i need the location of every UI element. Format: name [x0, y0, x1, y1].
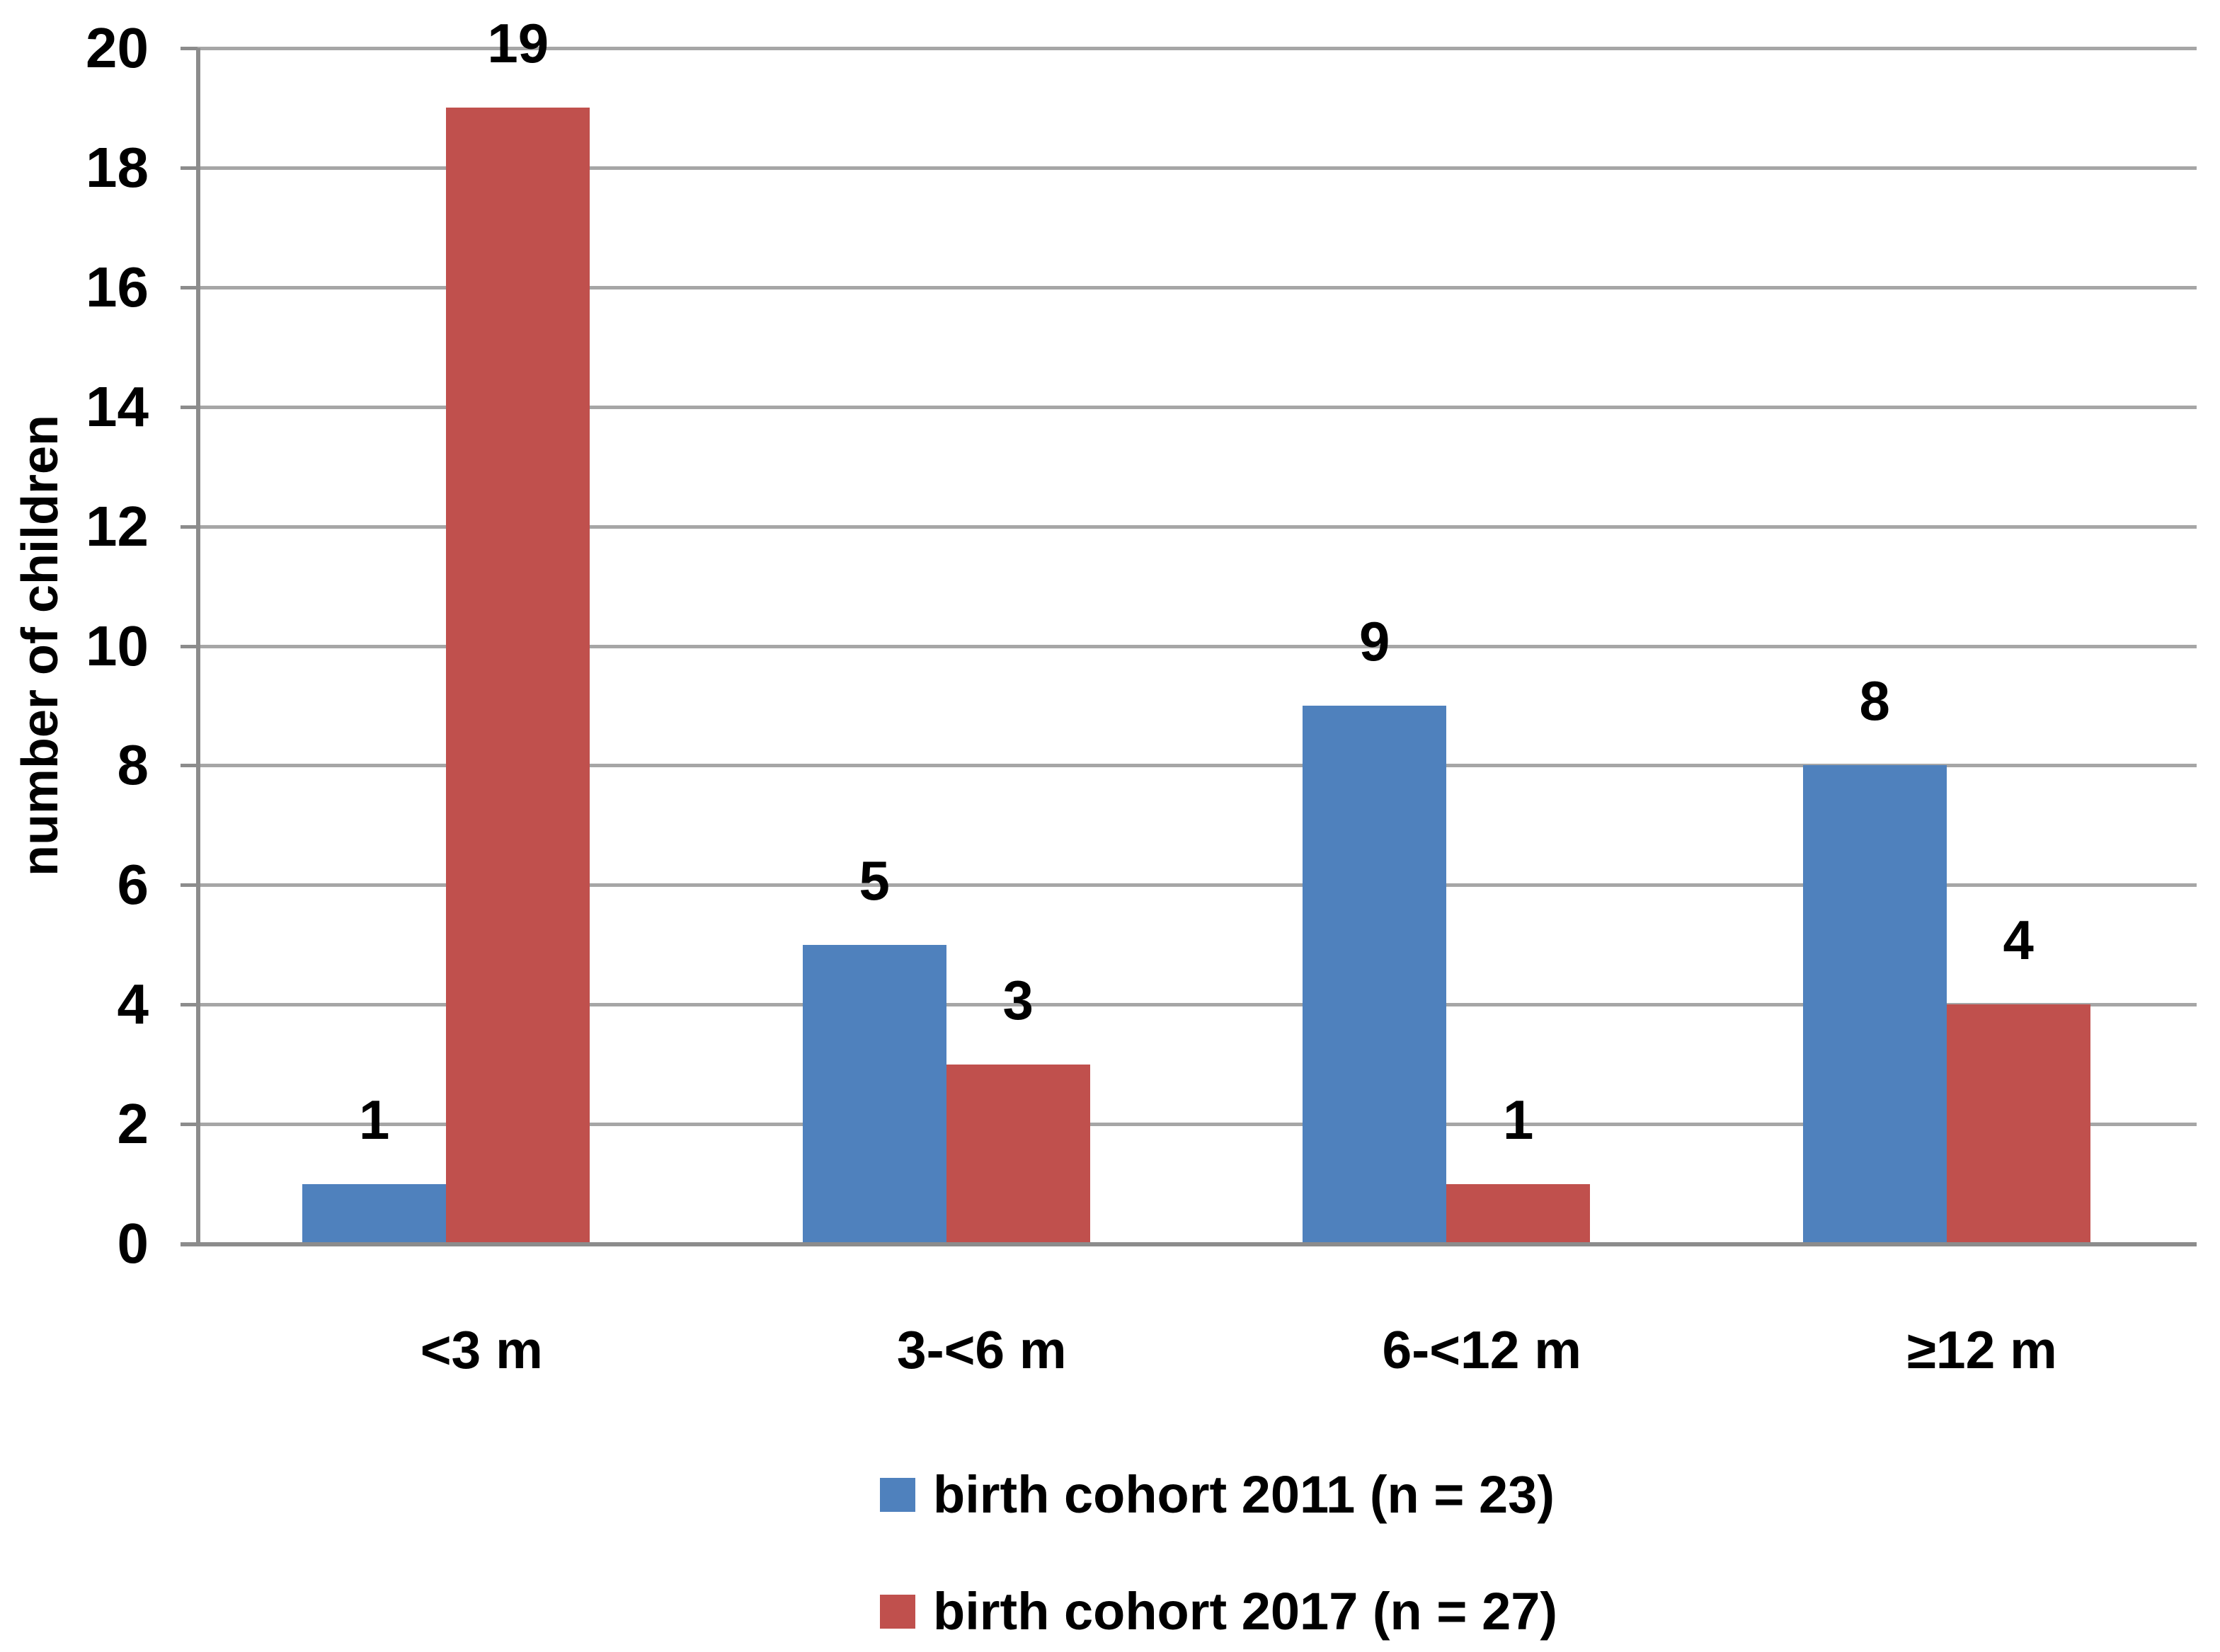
- y-tick-label: 6: [117, 853, 149, 917]
- y-tick-label: 10: [86, 614, 149, 677]
- bar-cohort2017: [446, 108, 590, 1244]
- y-tick-mark: [181, 644, 198, 648]
- y-tick-label: 12: [86, 494, 149, 558]
- bar-cohort2011: [1303, 705, 1447, 1244]
- legend-swatch-cohort2011: [880, 1478, 915, 1512]
- y-tick-label: 18: [86, 135, 149, 199]
- bar-cohort2011: [302, 1183, 447, 1244]
- data-label: 8: [1859, 670, 1890, 733]
- y-tick-label: 4: [117, 973, 149, 1036]
- y-tick-mark: [181, 285, 198, 289]
- gridline: [196, 166, 2197, 170]
- y-axis-line: [196, 48, 200, 1246]
- bar-cohort2011: [1802, 765, 1947, 1244]
- bar-cohort2011: [802, 944, 946, 1244]
- legend-label: birth cohort 2011 (n = 23): [933, 1465, 1555, 1524]
- y-tick-mark: [181, 47, 198, 50]
- gridline: [196, 1123, 2197, 1127]
- gridline: [196, 285, 2197, 289]
- x-axis-label: 6-<12 m: [1382, 1320, 1581, 1379]
- data-label: 1: [359, 1088, 390, 1151]
- y-tick-label: 20: [86, 16, 149, 79]
- gridline: [196, 883, 2197, 888]
- y-tick-label: 8: [117, 733, 149, 797]
- data-label: 3: [1002, 968, 1034, 1031]
- y-tick-mark: [181, 166, 198, 170]
- data-label: 1: [1503, 1088, 1534, 1151]
- gridline: [196, 47, 2197, 50]
- data-label: 19: [487, 12, 549, 75]
- x-axis-label: 3-<6 m: [896, 1320, 1067, 1379]
- y-tick-mark: [181, 405, 198, 409]
- y-tick-label: 2: [117, 1092, 149, 1156]
- data-label: 5: [859, 849, 890, 912]
- x-axis-label: ≥12 m: [1906, 1320, 2057, 1379]
- legend-label: birth cohort 2017 (n = 27): [933, 1582, 1558, 1641]
- data-label: 9: [1359, 609, 1390, 672]
- y-tick-mark: [181, 764, 198, 768]
- y-tick-label: 14: [86, 374, 149, 438]
- y-tick-mark: [181, 1003, 198, 1007]
- gridline: [196, 405, 2197, 409]
- y-tick-mark: [181, 883, 198, 888]
- y-tick-mark: [181, 1123, 198, 1127]
- gridline: [196, 1003, 2197, 1007]
- y-tick-label: 0: [117, 1212, 149, 1275]
- x-axis-label: <3 m: [420, 1320, 543, 1379]
- gridline: [196, 644, 2197, 648]
- bar-cohort2017: [1446, 1183, 1591, 1244]
- x-axis-line: [181, 1242, 2197, 1246]
- y-tick-mark: [181, 524, 198, 529]
- legend-swatch-cohort2017: [880, 1595, 915, 1629]
- y-tick-label: 16: [86, 255, 149, 319]
- gridline: [196, 764, 2197, 768]
- data-label: 4: [2003, 909, 2034, 972]
- bar-cohort2017: [1946, 1004, 2090, 1244]
- gridline: [196, 524, 2197, 529]
- bar-cohort2017: [946, 1064, 1090, 1244]
